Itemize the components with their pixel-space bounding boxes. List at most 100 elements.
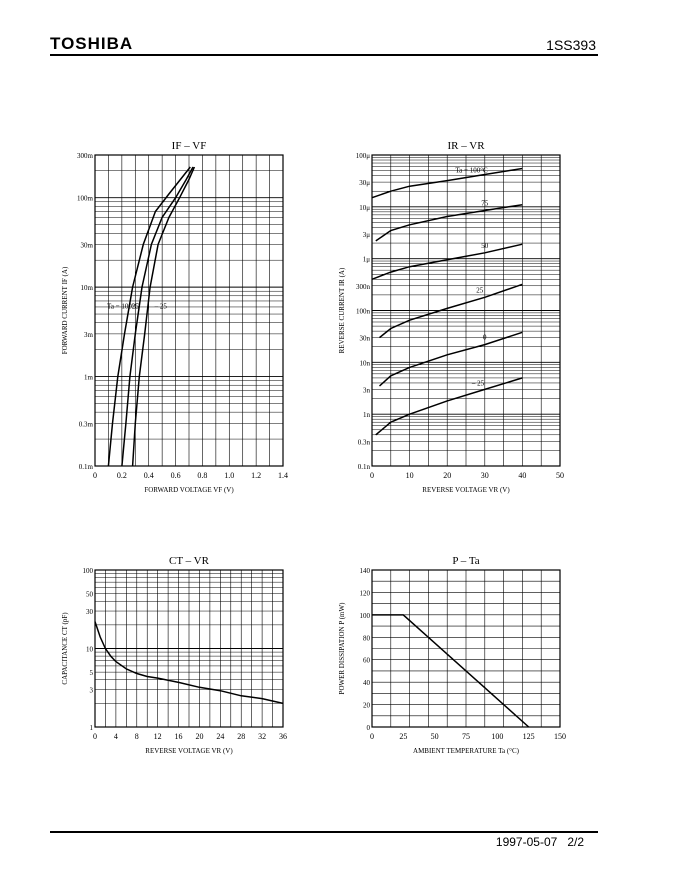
plot-frame bbox=[371, 569, 561, 728]
y-tick-label: 100n bbox=[356, 308, 371, 316]
series-line bbox=[375, 377, 523, 436]
y-tick-label: 10n bbox=[360, 359, 371, 367]
x-tick-label: 4 bbox=[114, 732, 118, 741]
y-tick-label: 30 bbox=[86, 608, 94, 616]
footer-text: 1997-05-07 2/2 bbox=[496, 835, 584, 849]
x-tick-label: 1.0 bbox=[224, 471, 234, 480]
x-tick-label: 20 bbox=[443, 471, 451, 480]
y-tick-label: 10 bbox=[86, 646, 94, 654]
chart-title: IR – VR bbox=[447, 140, 485, 152]
y-tick-label: 3m bbox=[84, 331, 94, 339]
x-tick-label: 1.2 bbox=[251, 471, 261, 480]
series-label: 75 bbox=[481, 199, 489, 207]
y-tick-label: 30m bbox=[81, 241, 94, 249]
x-tick-label: 0.2 bbox=[117, 471, 127, 480]
y-tick-label: 30n bbox=[360, 335, 371, 343]
y-tick-label: 3n bbox=[363, 386, 371, 394]
y-tick-label: 300m bbox=[77, 152, 94, 160]
x-tick-label: 20 bbox=[195, 732, 203, 741]
series-label: 0 bbox=[483, 334, 487, 342]
y-tick-label: 10μ bbox=[359, 204, 370, 212]
footer-rule bbox=[50, 831, 598, 833]
x-tick-label: 1.4 bbox=[278, 471, 288, 480]
series-line bbox=[379, 283, 523, 339]
y-axis-label: CAPACITANCE CT (pF) bbox=[61, 612, 69, 685]
series-line bbox=[371, 167, 523, 199]
x-tick-label: 0 bbox=[370, 732, 374, 741]
series-label: Ta = 100°C bbox=[107, 302, 140, 310]
chart-title: CT – VR bbox=[169, 555, 210, 567]
x-tick-label: 16 bbox=[175, 732, 183, 741]
series-line bbox=[378, 331, 523, 387]
y-tick-label: 0 bbox=[367, 724, 371, 732]
y-tick-label: 20 bbox=[363, 702, 371, 710]
y-tick-label: 5 bbox=[90, 669, 94, 677]
y-tick-label: 300n bbox=[356, 283, 371, 291]
y-tick-label: 140 bbox=[360, 567, 371, 575]
x-tick-label: 36 bbox=[279, 732, 287, 741]
header-rule bbox=[50, 54, 598, 56]
x-axis-label: REVERSE VOLTAGE VR (V) bbox=[422, 486, 510, 494]
x-tick-label: 0.6 bbox=[171, 471, 181, 480]
footer-date: 1997-05-07 bbox=[495, 835, 558, 849]
x-tick-label: 0 bbox=[93, 732, 97, 741]
y-tick-label: 1m bbox=[84, 374, 94, 382]
y-tick-label: 100 bbox=[83, 567, 94, 575]
footer-page: 2/2 bbox=[567, 835, 584, 849]
y-tick-label: 10m bbox=[81, 284, 94, 292]
y-tick-label: 50 bbox=[86, 591, 94, 599]
y-axis-label: POWER DISSIPATION P (mW) bbox=[338, 602, 346, 695]
y-tick-label: 120 bbox=[360, 589, 371, 597]
x-tick-label: 40 bbox=[518, 471, 526, 480]
plot-frame bbox=[94, 569, 284, 728]
y-tick-label: 1n bbox=[363, 411, 371, 419]
y-tick-label: 60 bbox=[363, 657, 371, 665]
x-tick-label: 100 bbox=[491, 732, 503, 741]
y-tick-label: 0.3m bbox=[79, 420, 94, 428]
x-tick-label: 150 bbox=[554, 732, 566, 741]
x-axis-label: AMBIENT TEMPERATURE Ta (°C) bbox=[413, 747, 520, 755]
x-tick-label: 50 bbox=[556, 471, 564, 480]
y-tick-label: 80 bbox=[363, 634, 371, 642]
series-label: – 25 bbox=[471, 380, 485, 388]
x-tick-label: 30 bbox=[481, 471, 489, 480]
x-tick-label: 24 bbox=[216, 732, 224, 741]
chart-title: P – Ta bbox=[452, 555, 479, 567]
x-axis-label: REVERSE VOLTAGE VR (V) bbox=[145, 747, 233, 755]
y-tick-label: 0.1m bbox=[79, 463, 94, 471]
series-line bbox=[94, 621, 284, 705]
x-tick-label: 0 bbox=[93, 471, 97, 480]
series-label: Ta = 100°C bbox=[455, 166, 488, 174]
series-label: 50 bbox=[481, 242, 489, 250]
x-tick-label: 28 bbox=[237, 732, 245, 741]
series-label: – 25 bbox=[154, 302, 168, 310]
x-tick-label: 8 bbox=[135, 732, 139, 741]
plot-frame bbox=[94, 154, 284, 467]
y-tick-label: 0.3n bbox=[358, 438, 371, 446]
series-label: 25 bbox=[476, 286, 484, 294]
y-tick-label: 100μ bbox=[356, 152, 371, 160]
y-tick-label: 40 bbox=[363, 679, 371, 687]
x-tick-label: 12 bbox=[154, 732, 162, 741]
x-tick-label: 75 bbox=[462, 732, 470, 741]
series-line bbox=[107, 166, 191, 467]
x-tick-label: 50 bbox=[431, 732, 439, 741]
x-tick-label: 125 bbox=[523, 732, 535, 741]
y-tick-label: 1μ bbox=[363, 256, 371, 264]
y-tick-label: 100 bbox=[360, 612, 371, 620]
chart-title: IF – VF bbox=[172, 140, 207, 152]
y-tick-label: 3 bbox=[90, 687, 94, 695]
y-tick-label: 30μ bbox=[359, 179, 370, 187]
x-tick-label: 32 bbox=[258, 732, 266, 741]
x-tick-label: 25 bbox=[399, 732, 407, 741]
series-line bbox=[372, 614, 530, 728]
y-axis-label: REVERSE CURRENT IR (A) bbox=[338, 267, 346, 353]
y-tick-label: 100m bbox=[77, 195, 94, 203]
y-tick-label: 3μ bbox=[363, 231, 371, 239]
y-axis-label: FORWARD CURRENT IF (A) bbox=[61, 266, 69, 354]
x-tick-label: 0 bbox=[370, 471, 374, 480]
plot-frame bbox=[371, 154, 561, 467]
y-tick-label: 1 bbox=[90, 724, 94, 732]
series-line bbox=[131, 166, 196, 467]
